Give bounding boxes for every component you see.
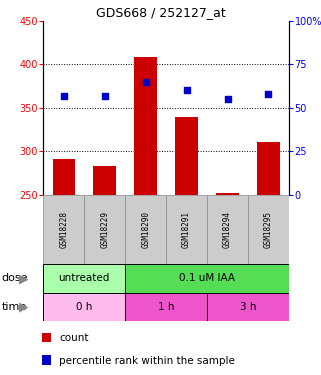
Text: time: time <box>2 302 27 312</box>
Text: GSM18229: GSM18229 <box>100 211 109 248</box>
Text: dose: dose <box>2 273 28 284</box>
Bar <box>93 166 116 195</box>
Text: GSM18291: GSM18291 <box>182 211 191 248</box>
FancyBboxPatch shape <box>125 195 166 264</box>
FancyBboxPatch shape <box>125 292 207 321</box>
FancyBboxPatch shape <box>166 195 207 264</box>
FancyBboxPatch shape <box>43 292 125 321</box>
Point <box>143 79 148 85</box>
Text: percentile rank within the sample: percentile rank within the sample <box>59 356 235 366</box>
FancyBboxPatch shape <box>43 264 125 292</box>
Point <box>102 93 107 99</box>
FancyBboxPatch shape <box>207 195 248 264</box>
FancyBboxPatch shape <box>248 195 289 264</box>
Text: GSM18294: GSM18294 <box>223 211 232 248</box>
Text: ▶: ▶ <box>19 272 28 285</box>
Text: 1 h: 1 h <box>158 302 174 312</box>
FancyBboxPatch shape <box>43 195 84 264</box>
Text: untreated: untreated <box>58 273 110 284</box>
Bar <box>42 356 51 365</box>
Text: GDS668 / 252127_at: GDS668 / 252127_at <box>96 6 225 19</box>
Bar <box>257 142 280 195</box>
Text: ▶: ▶ <box>19 300 28 313</box>
FancyBboxPatch shape <box>207 292 289 321</box>
Text: GSM18228: GSM18228 <box>59 211 68 248</box>
Text: 3 h: 3 h <box>240 302 256 312</box>
Text: 0.1 uM IAA: 0.1 uM IAA <box>179 273 235 284</box>
Text: 0 h: 0 h <box>76 302 92 312</box>
Bar <box>216 193 239 195</box>
Bar <box>134 57 157 195</box>
Bar <box>175 117 198 195</box>
Text: count: count <box>59 333 89 343</box>
Text: GSM18290: GSM18290 <box>141 211 150 248</box>
Point <box>184 87 189 93</box>
Bar <box>42 333 51 342</box>
Bar <box>53 159 75 195</box>
FancyBboxPatch shape <box>125 264 289 292</box>
Text: GSM18295: GSM18295 <box>264 211 273 248</box>
FancyBboxPatch shape <box>84 195 125 264</box>
Point <box>225 96 230 102</box>
Point <box>61 93 66 99</box>
Point <box>266 91 271 97</box>
